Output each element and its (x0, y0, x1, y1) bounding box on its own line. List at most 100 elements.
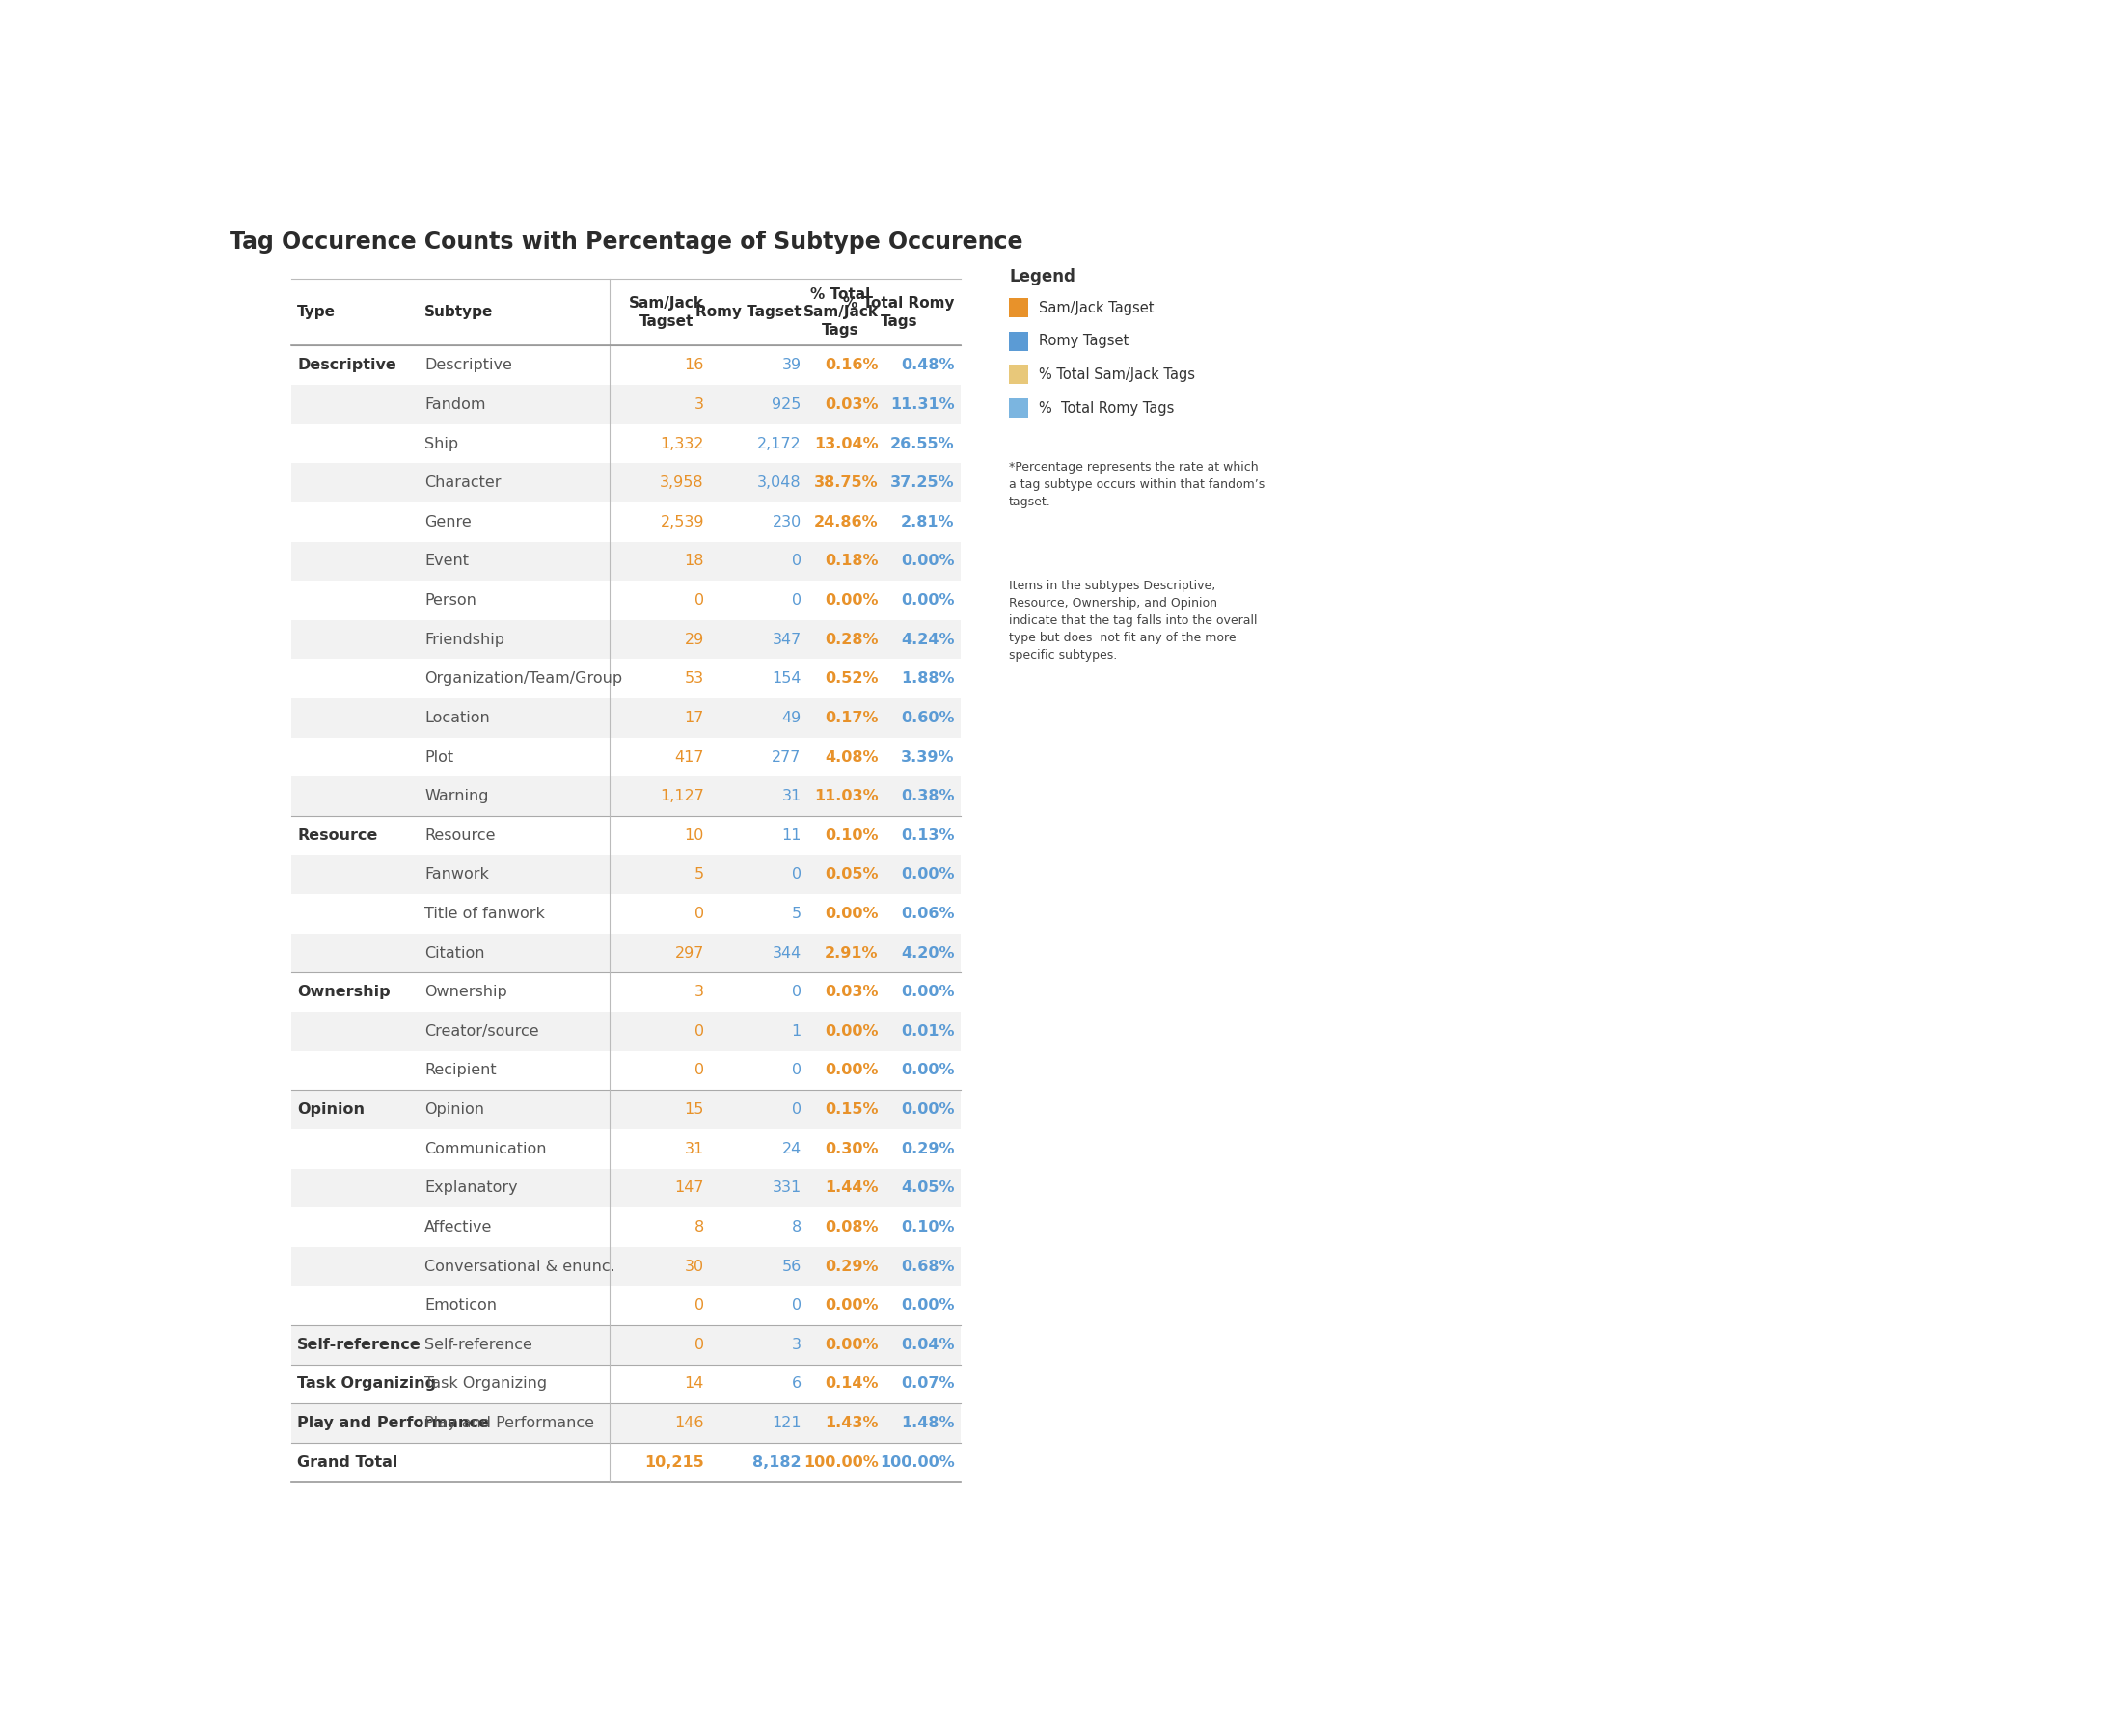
Text: 0.00%: 0.00% (902, 1102, 955, 1116)
Text: % Total Romy
Tags: % Total Romy Tags (842, 297, 955, 328)
Text: 0: 0 (694, 1299, 705, 1312)
Text: 0.00%: 0.00% (902, 594, 955, 608)
Text: Items in the subtypes Descriptive,
Resource, Ownership, and Opinion
indicate tha: Items in the subtypes Descriptive, Resou… (1010, 580, 1258, 661)
Text: Self-reference: Self-reference (297, 1337, 422, 1352)
Text: 14: 14 (685, 1377, 705, 1391)
Text: Fanwork: Fanwork (424, 868, 488, 882)
Text: 0.00%: 0.00% (825, 1062, 879, 1078)
Bar (291, 856, 961, 894)
Text: Friendship: Friendship (424, 632, 505, 648)
Text: 331: 331 (772, 1180, 802, 1196)
Text: 4.05%: 4.05% (902, 1180, 955, 1196)
Text: 11.31%: 11.31% (891, 398, 955, 411)
Text: Character: Character (424, 476, 501, 490)
Text: 0.28%: 0.28% (825, 632, 879, 648)
Text: Explanatory: Explanatory (424, 1180, 518, 1196)
Text: 1,332: 1,332 (660, 436, 705, 451)
Text: 3.39%: 3.39% (902, 750, 955, 764)
Text: 0.00%: 0.00% (902, 984, 955, 1000)
Text: 0.30%: 0.30% (825, 1142, 879, 1156)
Text: 0: 0 (792, 1299, 802, 1312)
Text: 0.07%: 0.07% (902, 1377, 955, 1391)
Text: 0: 0 (792, 594, 802, 608)
Text: 31: 31 (685, 1142, 705, 1156)
Text: 3,958: 3,958 (660, 476, 705, 490)
Text: 154: 154 (772, 672, 802, 686)
Text: 1.88%: 1.88% (902, 672, 955, 686)
Text: 37.25%: 37.25% (891, 476, 955, 490)
Text: 8: 8 (792, 1220, 802, 1234)
Text: 100.00%: 100.00% (804, 1455, 879, 1470)
Text: Subtype: Subtype (424, 306, 492, 319)
Text: 0.06%: 0.06% (902, 906, 955, 922)
Text: 4.08%: 4.08% (825, 750, 879, 764)
Bar (291, 542, 961, 582)
Text: 1,127: 1,127 (660, 790, 705, 804)
Text: 0.10%: 0.10% (902, 1220, 955, 1234)
Text: 0.52%: 0.52% (825, 672, 879, 686)
Text: 417: 417 (675, 750, 705, 764)
Text: Romy Tagset: Romy Tagset (696, 306, 802, 319)
Bar (291, 385, 961, 424)
Text: Play and Performance: Play and Performance (297, 1417, 488, 1430)
Text: Resource: Resource (297, 828, 378, 842)
Text: 0.16%: 0.16% (825, 358, 879, 373)
Text: 147: 147 (675, 1180, 705, 1196)
Text: 0: 0 (792, 1102, 802, 1116)
Text: 1.48%: 1.48% (902, 1417, 955, 1430)
Text: Creator/source: Creator/source (424, 1024, 539, 1038)
Text: 0: 0 (694, 1024, 705, 1038)
Text: Recipient: Recipient (424, 1062, 497, 1078)
Bar (291, 1404, 961, 1443)
Text: Conversational & enunc.: Conversational & enunc. (424, 1259, 615, 1274)
Text: 31: 31 (781, 790, 802, 804)
Text: 2.91%: 2.91% (825, 946, 879, 960)
Text: Task Organizing: Task Organizing (424, 1377, 547, 1391)
Text: 0.29%: 0.29% (825, 1259, 879, 1274)
Text: 0.48%: 0.48% (902, 358, 955, 373)
Text: 2,172: 2,172 (758, 436, 802, 451)
Text: Title of fanwork: Title of fanwork (424, 906, 545, 922)
Text: 17: 17 (685, 710, 705, 726)
Text: 0.05%: 0.05% (825, 868, 879, 882)
Text: Sam/Jack
Tagset: Sam/Jack Tagset (628, 297, 705, 328)
Text: 16: 16 (685, 358, 705, 373)
Bar (291, 1090, 961, 1130)
Text: 0: 0 (694, 594, 705, 608)
Text: Tag Occurence Counts with Percentage of Subtype Occurence: Tag Occurence Counts with Percentage of … (229, 231, 1023, 253)
Text: 100.00%: 100.00% (879, 1455, 955, 1470)
Text: 24: 24 (781, 1142, 802, 1156)
Text: %  Total Romy Tags: % Total Romy Tags (1040, 401, 1173, 415)
Text: 0: 0 (694, 1062, 705, 1078)
Text: Opinion: Opinion (297, 1102, 365, 1116)
Bar (1010, 399, 1029, 418)
Text: 925: 925 (772, 398, 802, 411)
Text: 0.13%: 0.13% (902, 828, 955, 842)
Text: 56: 56 (781, 1259, 802, 1274)
Text: 0.04%: 0.04% (902, 1337, 955, 1352)
Bar (291, 620, 961, 660)
Text: 347: 347 (772, 632, 802, 648)
Text: 4.20%: 4.20% (902, 946, 955, 960)
Text: Person: Person (424, 594, 477, 608)
Text: % Total
Sam/Jack
Tags: % Total Sam/Jack Tags (802, 286, 879, 337)
Text: 39: 39 (781, 358, 802, 373)
Text: Affective: Affective (424, 1220, 492, 1234)
Text: 0.10%: 0.10% (825, 828, 879, 842)
Text: 0.68%: 0.68% (902, 1259, 955, 1274)
Text: 0.18%: 0.18% (825, 554, 879, 568)
Bar (291, 464, 961, 502)
Text: 0.00%: 0.00% (825, 1024, 879, 1038)
Text: 3,048: 3,048 (758, 476, 802, 490)
Bar (291, 934, 961, 972)
Text: Genre: Genre (424, 516, 471, 529)
Text: Location: Location (424, 710, 490, 726)
Text: 0.14%: 0.14% (825, 1377, 879, 1391)
Text: 10: 10 (685, 828, 705, 842)
Text: 8,182: 8,182 (753, 1455, 802, 1470)
Text: Fandom: Fandom (424, 398, 486, 411)
Text: 0.01%: 0.01% (902, 1024, 955, 1038)
Text: 0.15%: 0.15% (825, 1102, 879, 1116)
Text: 0.00%: 0.00% (825, 594, 879, 608)
Text: 0: 0 (792, 1062, 802, 1078)
